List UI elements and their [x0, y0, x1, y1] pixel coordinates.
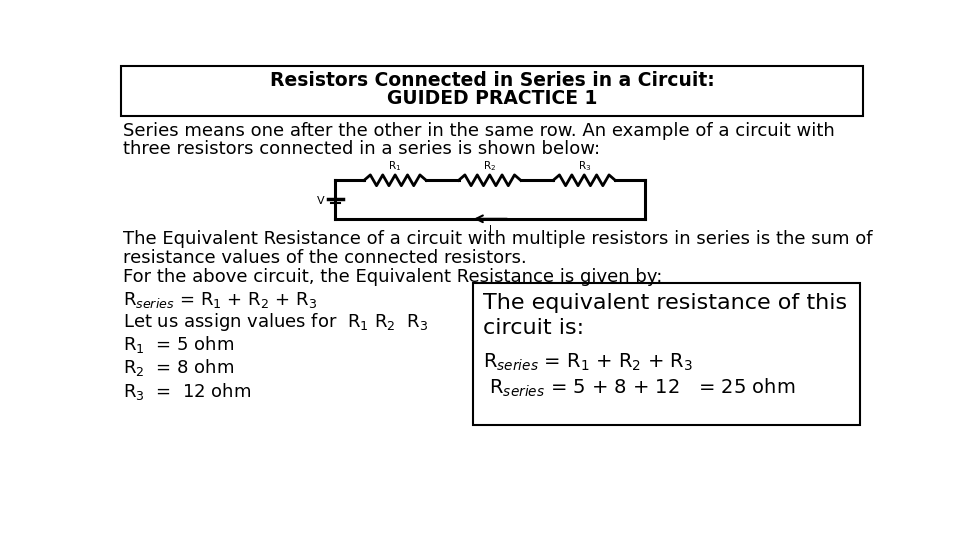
Text: three resistors connected in a series is shown below:: three resistors connected in a series is…: [123, 140, 600, 158]
Text: resistance values of the connected resistors.: resistance values of the connected resis…: [123, 249, 527, 267]
Text: R$_1$: R$_1$: [389, 160, 402, 173]
Text: The equivalent resistance of this: The equivalent resistance of this: [484, 294, 848, 314]
Text: R$_{series}$ = R$_1$ + R$_2$ + R$_3$: R$_{series}$ = R$_1$ + R$_2$ + R$_3$: [123, 289, 317, 309]
Text: R$_1$  = 5 ohm: R$_1$ = 5 ohm: [123, 334, 234, 355]
Text: I: I: [489, 225, 492, 235]
Text: R$_3$  =  12 ohm: R$_3$ = 12 ohm: [123, 381, 252, 402]
Text: GUIDED PRACTICE 1: GUIDED PRACTICE 1: [387, 90, 597, 109]
Text: circuit is:: circuit is:: [484, 318, 585, 338]
Text: V: V: [317, 196, 324, 206]
Text: R$_2$  = 8 ohm: R$_2$ = 8 ohm: [123, 357, 234, 379]
Text: R$_{series}$ = 5 + 8 + 12   = 25 ohm: R$_{series}$ = 5 + 8 + 12 = 25 ohm: [484, 377, 796, 399]
FancyBboxPatch shape: [472, 283, 860, 425]
Text: R$_3$: R$_3$: [578, 160, 591, 173]
Text: Resistors Connected in Series in a Circuit:: Resistors Connected in Series in a Circu…: [270, 71, 714, 90]
Text: R$_{series}$ = R$_1$ + R$_2$ + R$_3$: R$_{series}$ = R$_1$ + R$_2$ + R$_3$: [484, 352, 694, 373]
FancyBboxPatch shape: [121, 65, 863, 116]
Text: R$_2$: R$_2$: [483, 160, 496, 173]
Text: The Equivalent Resistance of a circuit with multiple resistors in series is the : The Equivalent Resistance of a circuit w…: [123, 231, 873, 248]
Text: Series means one after the other in the same row. An example of a circuit with: Series means one after the other in the …: [123, 122, 835, 140]
Text: Let us assign values for  R$_1$ R$_2$  R$_3$: Let us assign values for R$_1$ R$_2$ R$_…: [123, 311, 428, 333]
Text: For the above circuit, the Equivalent Resistance is given by:: For the above circuit, the Equivalent Re…: [123, 268, 662, 286]
